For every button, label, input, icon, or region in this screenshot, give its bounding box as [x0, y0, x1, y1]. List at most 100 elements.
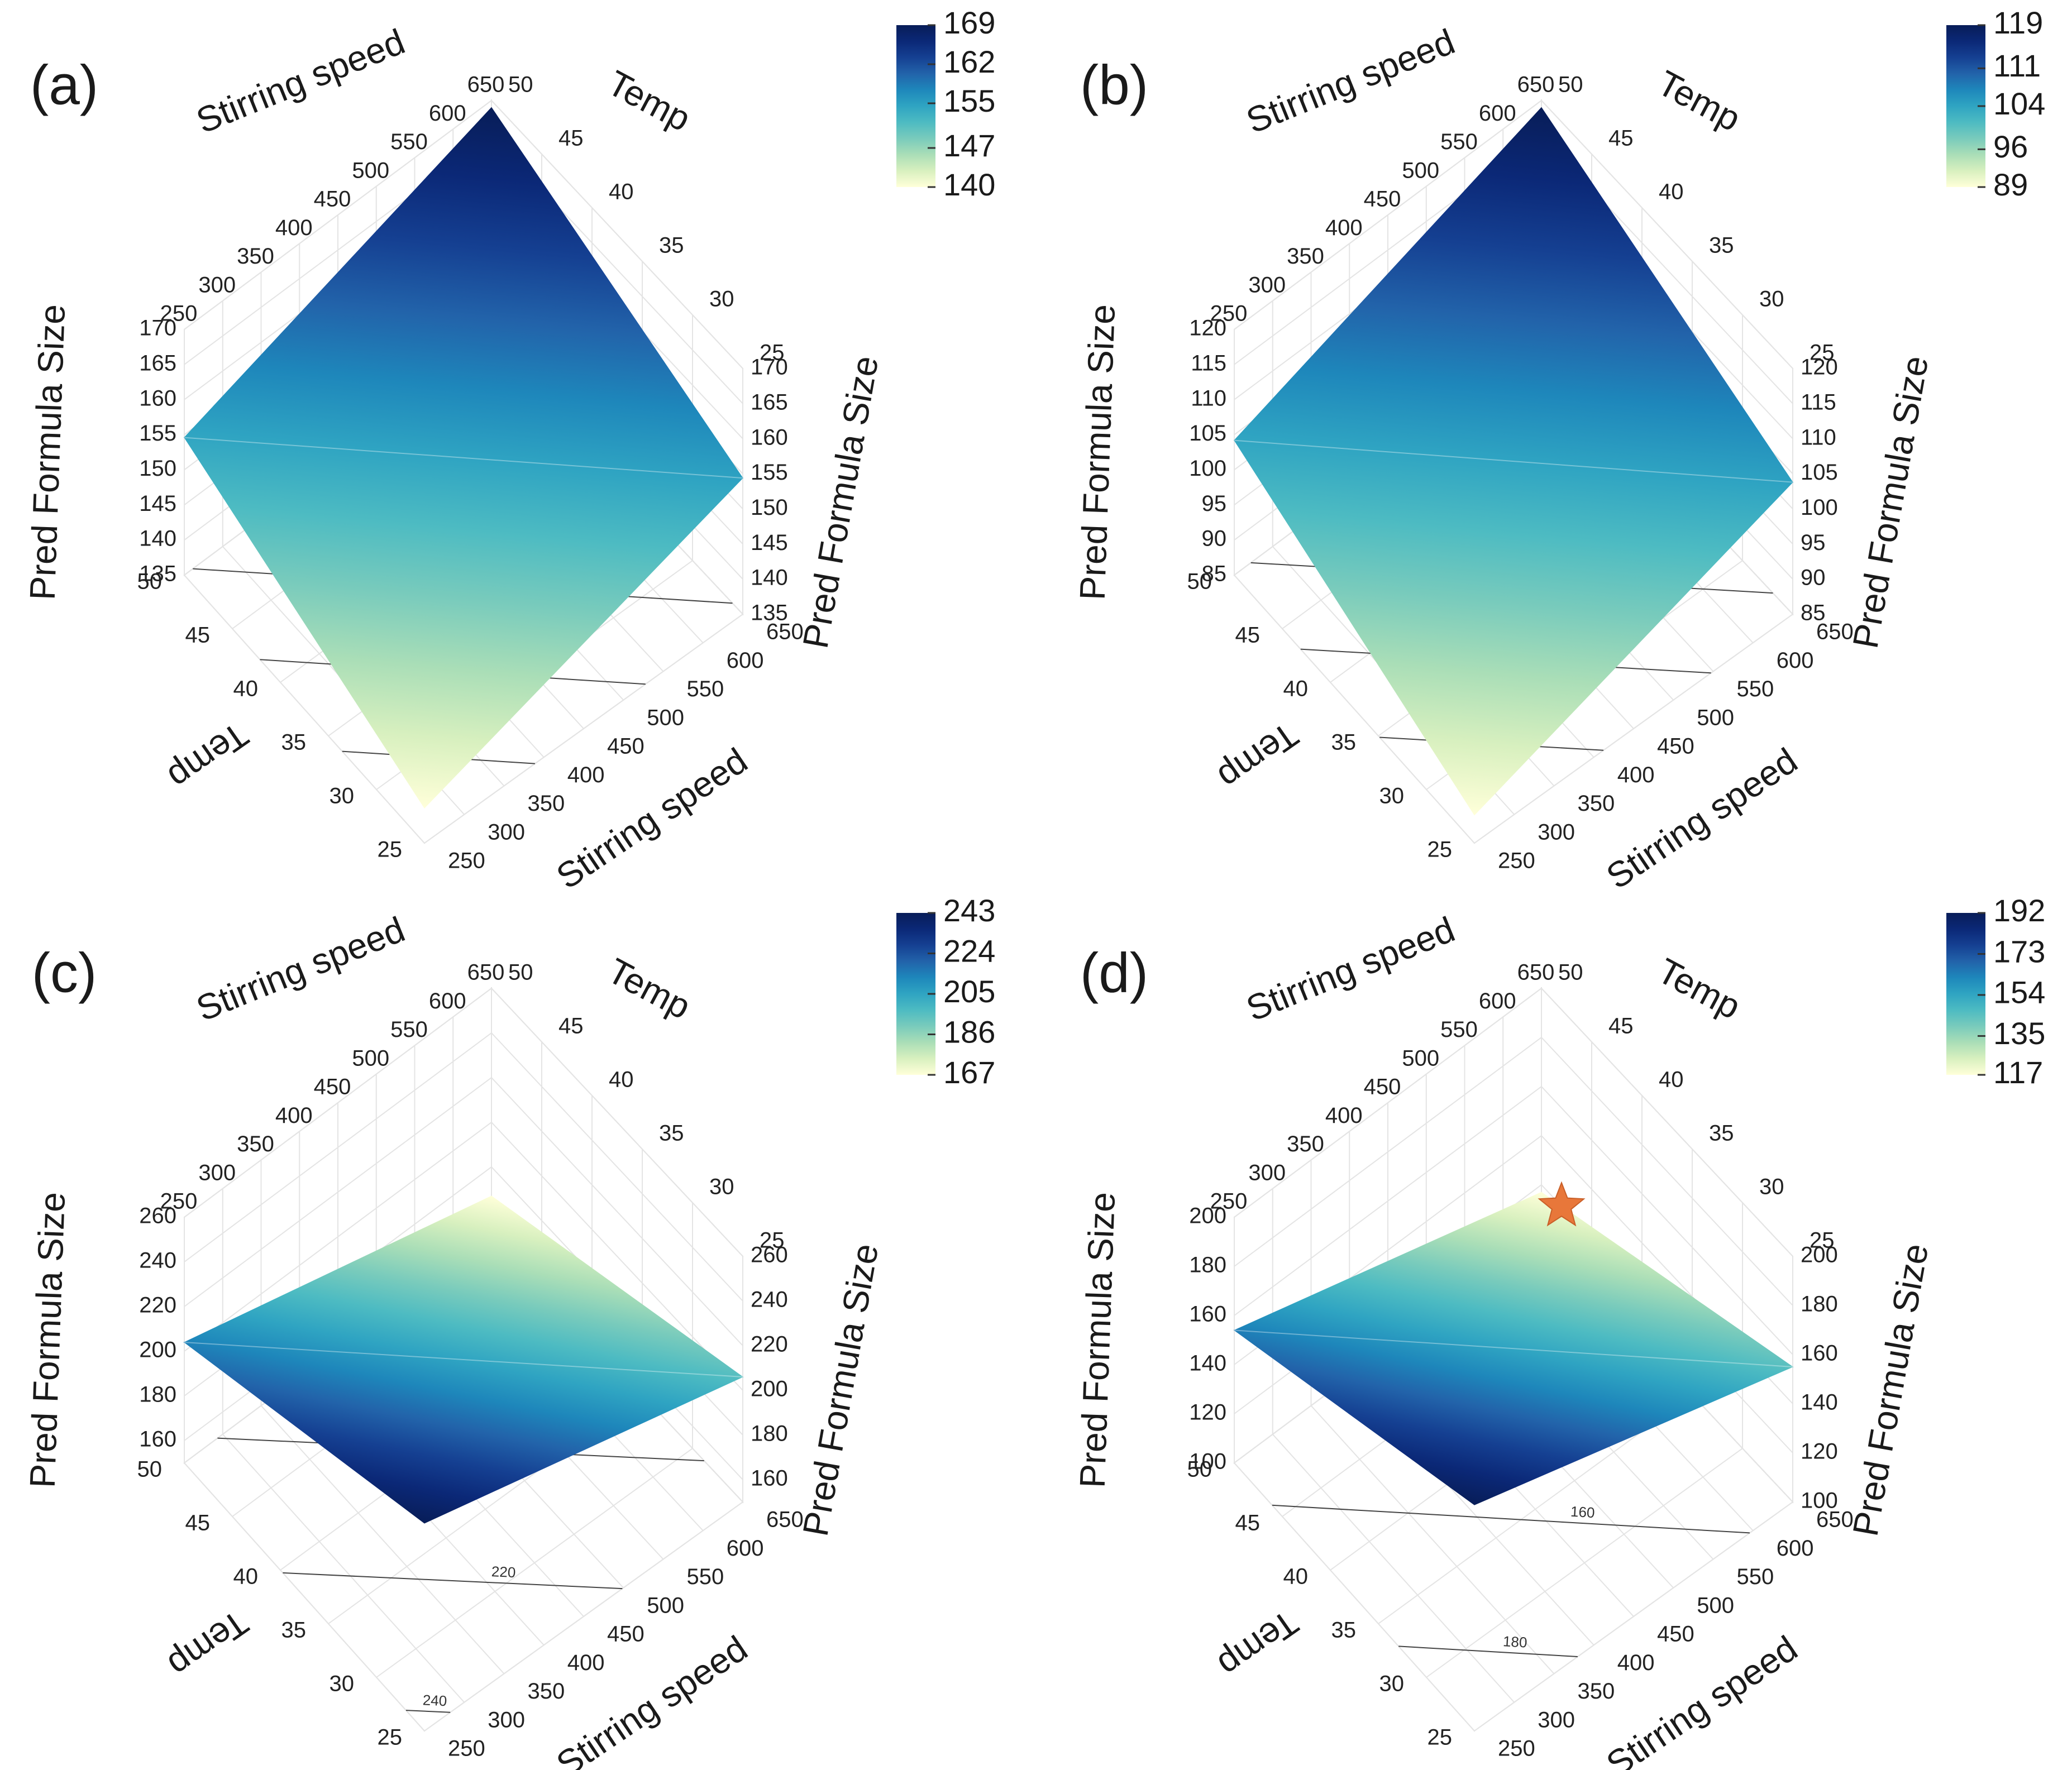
tick-speed-front: 250 [1498, 849, 1535, 873]
tick-speed-back: 400 [275, 216, 313, 240]
tick-z-right: 115 [1801, 390, 1836, 414]
tick-z-right: 260 [751, 1243, 788, 1267]
tick-speed-back: 550 [1440, 1017, 1478, 1042]
tick-speed-back: 650 [1517, 73, 1555, 97]
tick-speed-front: 650 [766, 620, 804, 644]
colorbar: 243 224 205 186 167 [896, 893, 995, 1090]
tick-temp-back: 25 [1810, 341, 1835, 365]
colorbar-tick-label: 173 [1993, 934, 2045, 969]
colorbar-tick-label: 135 [1993, 1016, 2045, 1051]
axis-title-temp-back: Temp [601, 950, 697, 1027]
contour-line-240 [405, 1710, 451, 1713]
tick-speed-front: 550 [687, 677, 724, 701]
tick-z-right: 90 [1801, 566, 1826, 590]
tick-temp-front: 35 [1331, 1618, 1357, 1643]
tick-speed-back: 450 [314, 187, 351, 212]
panel-label: (d) [1080, 941, 1148, 1004]
tick-temp-back: 50 [508, 960, 533, 985]
colorbar-tick-label: 205 [943, 974, 995, 1009]
colorbar-tick-label: 162 [943, 44, 995, 79]
tick-z-right: 95 [1801, 530, 1826, 555]
tick-z-left: 220 [139, 1293, 176, 1318]
panel-label: (b) [1080, 54, 1148, 116]
tick-speed-back: 300 [1248, 272, 1286, 297]
tick-z-left: 115 [1191, 351, 1226, 375]
tick-z-right: 85 [1801, 601, 1826, 625]
grid-line-z [1234, 99, 1793, 369]
grid-line-z [184, 987, 743, 1257]
tick-speed-back: 600 [429, 989, 466, 1013]
tick-temp-front: 45 [185, 1511, 211, 1535]
axis-title-temp-back: Temp [1651, 63, 1747, 139]
contour-line-160 [1272, 1504, 1750, 1534]
tick-speed-back: 300 [198, 1160, 236, 1185]
tick-z-left: 95 [1202, 491, 1227, 516]
colorbar-tick-label: 104 [1993, 86, 2045, 121]
tick-speed-front: 400 [567, 1651, 605, 1675]
tick-speed-back: 550 [1440, 130, 1478, 154]
tick-temp-back: 25 [760, 1228, 785, 1253]
tick-temp-back: 35 [659, 1121, 684, 1146]
tick-temp-front: 30 [1379, 784, 1405, 809]
contour-line-180 [1398, 1645, 1578, 1658]
tick-z-right: 200 [1801, 1243, 1838, 1267]
contour-line-220 [283, 1572, 623, 1590]
axis-title-temp-back: Temp [1651, 950, 1747, 1027]
axis-title-temp-back: Temp [601, 63, 697, 139]
tick-speed-front: 650 [766, 1508, 804, 1532]
tick-speed-back: 550 [390, 130, 428, 154]
tick-speed-front: 500 [647, 1593, 684, 1618]
tick-temp-back: 40 [609, 180, 634, 204]
colorbar-tick-label: 96 [1993, 129, 2028, 164]
tick-temp-back: 30 [1759, 287, 1784, 312]
grid-line-z [184, 1032, 743, 1302]
axis-title-z-left: Pred Formula Size [22, 304, 73, 601]
tick-z-right: 100 [1801, 1489, 1838, 1513]
tick-speed-front: 650 [1816, 1508, 1854, 1532]
tick-speed-front: 400 [1617, 1651, 1655, 1675]
tick-z-right: 160 [751, 425, 788, 449]
tick-speed-front: 450 [1657, 734, 1694, 759]
axis-title-z-right: Pred Formula Size [795, 353, 886, 651]
surface-facet-2 [1234, 1192, 1794, 1367]
tick-speed-front: 500 [1697, 705, 1734, 730]
tick-temp-back: 30 [709, 1175, 734, 1199]
tick-speed-back: 250 [160, 1189, 198, 1214]
tick-speed-front: 650 [1816, 620, 1854, 644]
tick-speed-back: 450 [1364, 1075, 1401, 1099]
tick-z-left: 180 [139, 1382, 176, 1407]
tick-temp-front: 50 [1187, 1457, 1212, 1482]
tick-speed-back: 600 [1479, 101, 1516, 126]
tick-labels: 2503003504004505005506006502503003504004… [1187, 960, 1854, 1761]
tick-temp-front: 40 [1283, 677, 1309, 701]
tick-speed-front: 450 [607, 734, 644, 759]
tick-speed-back: 500 [352, 158, 389, 183]
tick-temp-front: 45 [1235, 1511, 1261, 1535]
contour-label-240: 240 [422, 1691, 447, 1709]
tick-z-left: 100 [1189, 456, 1226, 481]
tick-temp-front: 25 [378, 1725, 403, 1750]
tick-speed-front: 500 [647, 705, 684, 730]
colorbar-tick-label: 192 [1993, 893, 2045, 928]
grid-line-z [184, 1077, 743, 1346]
tick-speed-front: 300 [488, 1707, 525, 1732]
tick-speed-front: 600 [1777, 648, 1814, 673]
axis-title-z-right: Pred Formula Size [1845, 1241, 1936, 1539]
tick-speed-back: 350 [1287, 244, 1324, 269]
surface-ridge [1234, 439, 1793, 483]
panel-label: (a) [30, 54, 98, 116]
axis-title-z-left: Pred Formula Size [1072, 1192, 1123, 1489]
tick-temp-back: 45 [1608, 126, 1634, 151]
tick-z-left: 180 [1189, 1253, 1226, 1278]
tick-speed-front: 600 [1777, 1536, 1814, 1561]
tick-speed-back: 550 [390, 1017, 428, 1042]
tick-speed-back: 650 [467, 960, 505, 985]
surface-facet-1 [184, 437, 744, 809]
tick-z-left: 100 [1189, 1450, 1226, 1474]
tick-z-right: 120 [1801, 355, 1838, 380]
tick-speed-back: 250 [1210, 1189, 1248, 1214]
grid-line-z [1234, 1085, 1793, 1355]
tick-temp-front: 50 [137, 1457, 163, 1482]
tick-speed-back: 450 [1364, 187, 1401, 212]
